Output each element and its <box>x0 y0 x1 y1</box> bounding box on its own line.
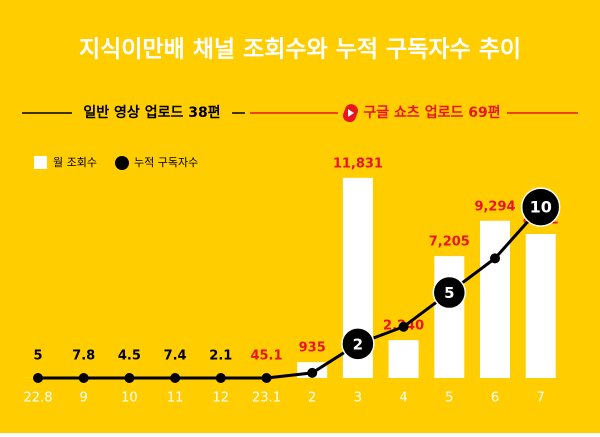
line-value-label: 2 <box>353 335 363 353</box>
annotation: 구글 쇼츠 업로드 69편 <box>363 104 500 121</box>
bar-value-label: 11,831 <box>333 156 383 171</box>
bar-value-label: 2.1 <box>209 349 232 364</box>
legend-label: 누적 구독자수 <box>134 156 198 169</box>
line-point <box>79 373 89 383</box>
line-point <box>33 373 43 383</box>
bar-value-label: 5 <box>33 349 42 364</box>
line-value-label: 5 <box>444 284 454 302</box>
bar-value-label: 45.1 <box>250 349 282 364</box>
legend-swatch <box>34 156 47 169</box>
x-tick-label: 22.8 <box>24 391 53 406</box>
line-point <box>399 322 409 332</box>
x-tick-label: 12 <box>213 391 230 406</box>
bar-value-label: 7.4 <box>164 349 187 364</box>
bar-value-label: 4.5 <box>118 349 141 364</box>
bar <box>389 340 419 378</box>
x-tick-label: 6 <box>491 391 499 406</box>
bar-value-label: 9,294 <box>474 199 515 214</box>
x-tick-label: 5 <box>445 391 453 406</box>
bar-value-label: 935 <box>299 341 326 356</box>
annotation: 일반 영상 업로드 38편 <box>83 104 220 121</box>
line-point <box>170 373 180 383</box>
legend-label: 월 조회수 <box>53 156 97 169</box>
bar <box>526 234 556 378</box>
x-tick-label: 23.1 <box>252 391 281 406</box>
legend-swatch <box>115 156 129 170</box>
x-tick-label: 11 <box>167 391 184 406</box>
line-point <box>216 373 226 383</box>
chart-title: 지식이만배 채널 조회수와 누적 구독자수 추이 <box>79 37 521 63</box>
x-tick-label: 7 <box>537 391 545 406</box>
bar-value-label: 7,205 <box>429 235 470 250</box>
bar <box>434 256 464 378</box>
line-value-label: 10 <box>530 198 552 217</box>
line-point <box>307 368 317 378</box>
x-tick-label: 9 <box>80 391 88 406</box>
line-point <box>262 373 272 383</box>
x-tick-label: 2 <box>308 391 316 406</box>
line-point <box>490 253 500 263</box>
x-tick-label: 4 <box>399 391 407 406</box>
line-point <box>124 373 134 383</box>
bar-value-label: 7.8 <box>72 349 95 364</box>
x-tick-label: 10 <box>121 391 138 406</box>
x-tick-label: 3 <box>354 391 362 406</box>
